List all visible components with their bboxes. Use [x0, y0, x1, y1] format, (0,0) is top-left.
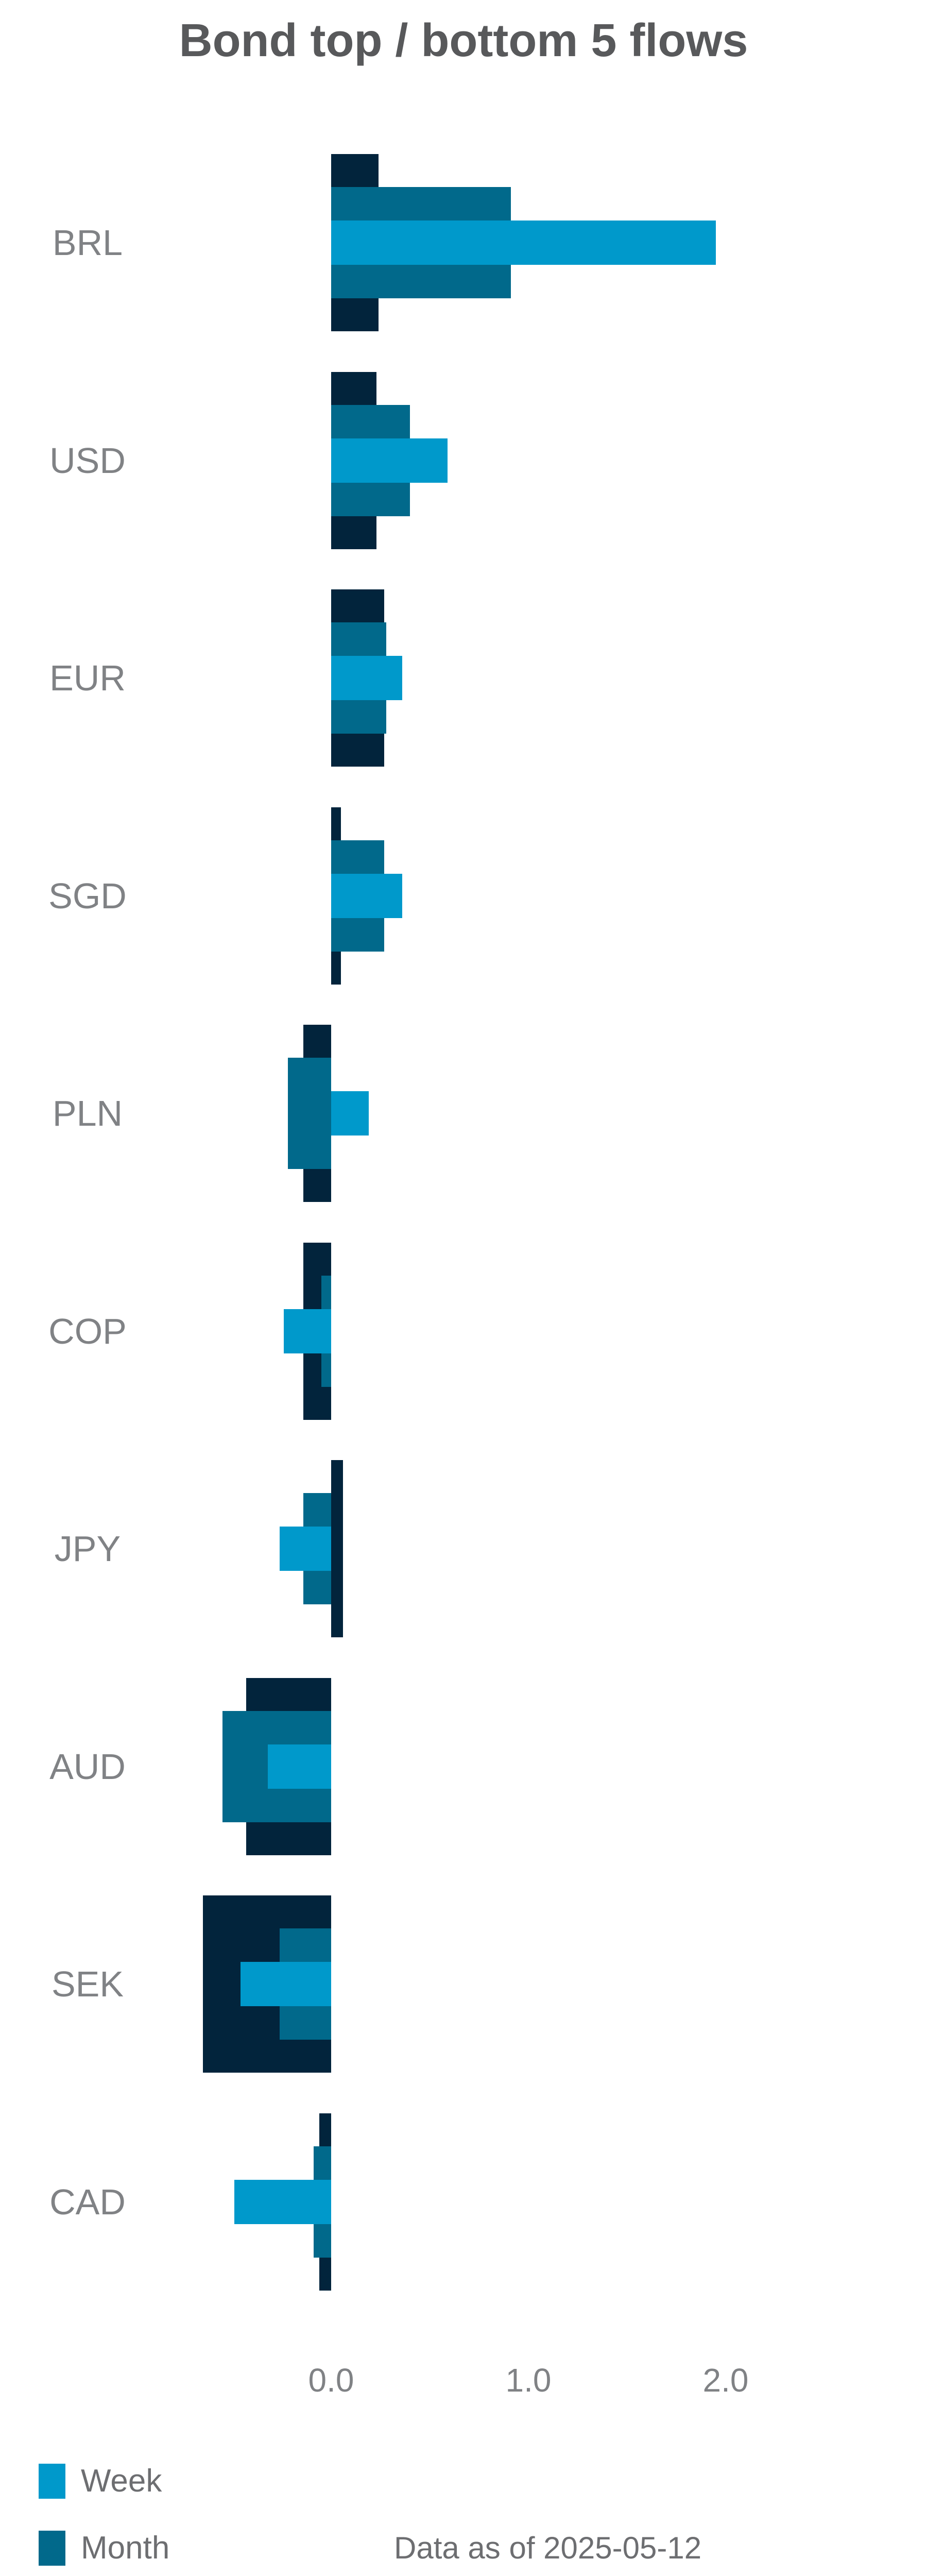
category-label-usd: USD — [49, 440, 126, 481]
category-label-brl: BRL — [52, 223, 123, 263]
legend-label-month: Month — [81, 2530, 170, 2566]
bar-usd-week — [331, 438, 448, 483]
bar-sek-week — [240, 1962, 331, 2006]
bar-pln-week — [331, 1091, 369, 1136]
x-tick-1.0: 1.0 — [505, 2362, 552, 2399]
category-label-pln: PLN — [52, 1093, 123, 1133]
legend-item-week: Week — [39, 2464, 189, 2499]
bar-brl-week — [331, 221, 716, 265]
category-label-cad: CAD — [49, 2181, 126, 2222]
footer-data-as-of: Data as of 2025-05-12 — [394, 2531, 702, 2565]
chart-title: Bond top / bottom 5 flows — [179, 15, 748, 66]
bar-cad-week — [234, 2179, 331, 2224]
category-label-sek: SEK — [51, 1964, 124, 2004]
category-label-eur: EUR — [49, 658, 126, 698]
bar-eur-week — [331, 656, 402, 700]
bar-jpy-week — [280, 1527, 331, 1571]
legend-label-week: Week — [81, 2463, 162, 2499]
bar-jpy-quarter — [331, 1460, 343, 1637]
category-label-aud: AUD — [49, 1746, 126, 1787]
bar-pln-month — [287, 1058, 331, 1169]
week-swatch-icon — [39, 2464, 65, 2499]
footer: Data as of 2025-05-12 Sources: BNY, MSCI — [394, 2527, 701, 2576]
legend: Week Month Quarter — [39, 2464, 189, 2576]
x-tick-2.0: 2.0 — [702, 2362, 749, 2399]
bar-aud-week — [268, 1744, 331, 1789]
x-tick-0.0: 0.0 — [308, 2362, 354, 2399]
category-label-sgd: SGD — [48, 875, 127, 916]
month-swatch-icon — [39, 2531, 65, 2566]
bar-cop-week — [284, 1309, 331, 1353]
legend-item-month: Month — [39, 2531, 189, 2566]
category-label-cop: COP — [48, 1311, 127, 1351]
footer-sources: Sources: BNY, MSCI — [394, 2570, 701, 2576]
bar-sgd-week — [331, 873, 402, 918]
category-label-jpy: JPY — [54, 1529, 121, 1569]
